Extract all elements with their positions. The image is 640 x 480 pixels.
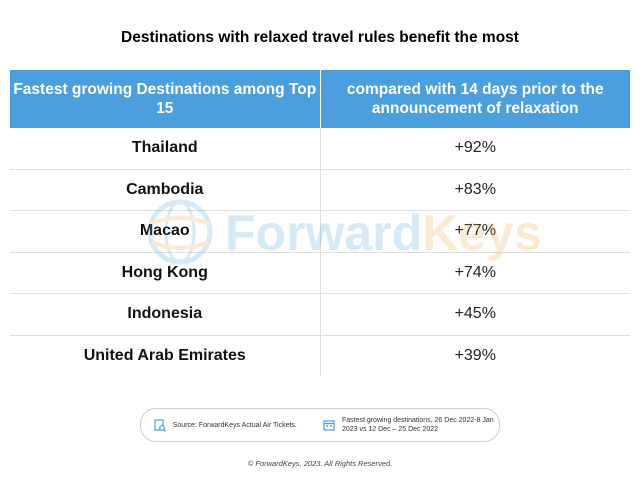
destination-cell: Hong Kong: [121, 263, 208, 281]
destination-cell: Thailand: [131, 139, 198, 157]
period-text: Fastest growing destinations, 26 Dec 202…: [341, 417, 494, 433]
copyright: © ForwardKeys, 2023. All Rights Reserved…: [247, 459, 393, 468]
calendar-icon: [322, 418, 336, 432]
destination-cell: Cambodia: [126, 180, 204, 198]
header-comparison: compared with 14 days prior to the annou…: [319, 70, 631, 128]
table-row: Hong Kong +74%: [10, 252, 631, 294]
source-footer: Source: ForwardKeys Actual Air Tickets. …: [140, 408, 500, 442]
table-row: Thailand +92%: [10, 128, 630, 170]
table-header: Fastest growing Destinations among Top 1…: [10, 70, 630, 128]
destination-cell: Macao: [139, 222, 190, 240]
change-cell: +92%: [319, 128, 631, 169]
change-cell: +45%: [319, 294, 631, 335]
growth-table: Fastest growing Destinations among Top 1…: [10, 70, 630, 376]
table-row: Cambodia +83%: [10, 169, 631, 211]
source-text: Source: ForwardKeys Actual Air Tickets.: [172, 421, 297, 429]
table-row: United Arab Emirates +39%: [10, 335, 631, 376]
change-cell: +39%: [319, 335, 631, 376]
change-cell: +74%: [319, 252, 631, 293]
chart-title: Destinations with relaxed travel rules b…: [121, 29, 519, 46]
destination-cell: United Arab Emirates: [83, 346, 246, 364]
destination-cell: Indonesia: [127, 305, 203, 323]
table-row: Macao +77%: [10, 211, 630, 253]
change-cell: +77%: [319, 211, 631, 252]
document-search-icon: [153, 418, 167, 432]
header-destinations: Fastest growing Destinations among Top 1…: [13, 81, 317, 117]
table-row: Indonesia +45%: [10, 294, 630, 336]
change-cell: +83%: [319, 169, 631, 210]
